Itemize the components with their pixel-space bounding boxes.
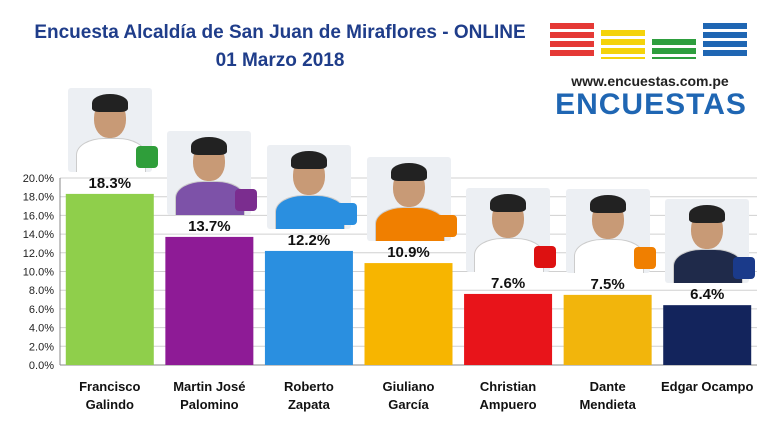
logo-url: www.encuestas.com.pe: [571, 73, 729, 89]
x-tick-label: Giuliano: [383, 379, 435, 394]
bar: [663, 305, 752, 365]
x-tick-label: Zapata: [288, 397, 331, 412]
data-label: 13.7%: [188, 218, 231, 235]
data-label: 7.5%: [591, 276, 625, 293]
y-tick-label: 18.0%: [23, 192, 54, 204]
y-tick-label: 6.0%: [29, 304, 54, 316]
party-logo-icon: [434, 215, 457, 238]
page-date: 01 Marzo 2018: [215, 50, 345, 71]
encuestas-logo: www.encuestas.com.pe ENCUESTAS: [548, 20, 758, 121]
y-tick-label: 20.0%: [23, 173, 54, 185]
y-tick-label: 0.0%: [29, 360, 54, 372]
party-logo-icon: [334, 202, 357, 225]
candidate-photo-icon: [665, 199, 750, 284]
logo-block-blue: [703, 23, 747, 59]
data-label: 10.9%: [387, 244, 430, 261]
logo-block-yellow: [601, 30, 645, 59]
y-tick-label: 16.0%: [23, 210, 54, 222]
data-label: 7.6%: [491, 275, 525, 292]
x-tick-label: Christian: [480, 379, 536, 394]
party-logo-icon: [633, 246, 656, 269]
y-tick-label: 8.0%: [29, 285, 54, 297]
party-logo-icon: [235, 188, 258, 211]
party-logo-icon: [135, 145, 158, 168]
x-tick-label: Francisco: [79, 379, 140, 394]
x-tick-label: Mendieta: [579, 397, 636, 412]
bar: [563, 294, 652, 365]
x-tick-label: Ampuero: [480, 397, 537, 412]
bar: [364, 263, 453, 365]
party-logo-icon: [733, 257, 756, 280]
x-tick-label: Galindo: [86, 397, 134, 412]
party-logo-icon: [534, 245, 557, 268]
x-tick-label: Edgar Ocampo: [661, 379, 754, 394]
logo-block-red: [550, 23, 594, 59]
bar: [165, 236, 254, 365]
bar: [464, 293, 553, 365]
data-label: 12.2%: [288, 232, 331, 249]
data-label: 18.3%: [89, 175, 132, 192]
y-tick-label: 10.0%: [23, 267, 54, 279]
x-tick-label: Palomino: [180, 397, 239, 412]
bar: [65, 193, 154, 365]
x-tick-label: Martin José: [173, 379, 245, 394]
y-tick-label: 14.0%: [23, 229, 54, 241]
page-title: Encuesta Alcaldía de San Juan de Miraflo…: [34, 22, 526, 43]
candidate-photo-icon: [167, 130, 252, 215]
logo-brand: ENCUESTAS: [555, 88, 747, 121]
data-label: 6.4%: [690, 286, 724, 303]
logo-block-green: [652, 39, 696, 59]
bar: [264, 250, 353, 365]
y-tick-label: 2.0%: [29, 341, 54, 353]
y-tick-label: 12.0%: [23, 248, 54, 260]
x-tick-label: Dante: [590, 379, 626, 394]
x-tick-label: García: [388, 397, 429, 412]
x-tick-label: Roberto: [284, 379, 334, 394]
y-tick-label: 4.0%: [29, 323, 54, 335]
